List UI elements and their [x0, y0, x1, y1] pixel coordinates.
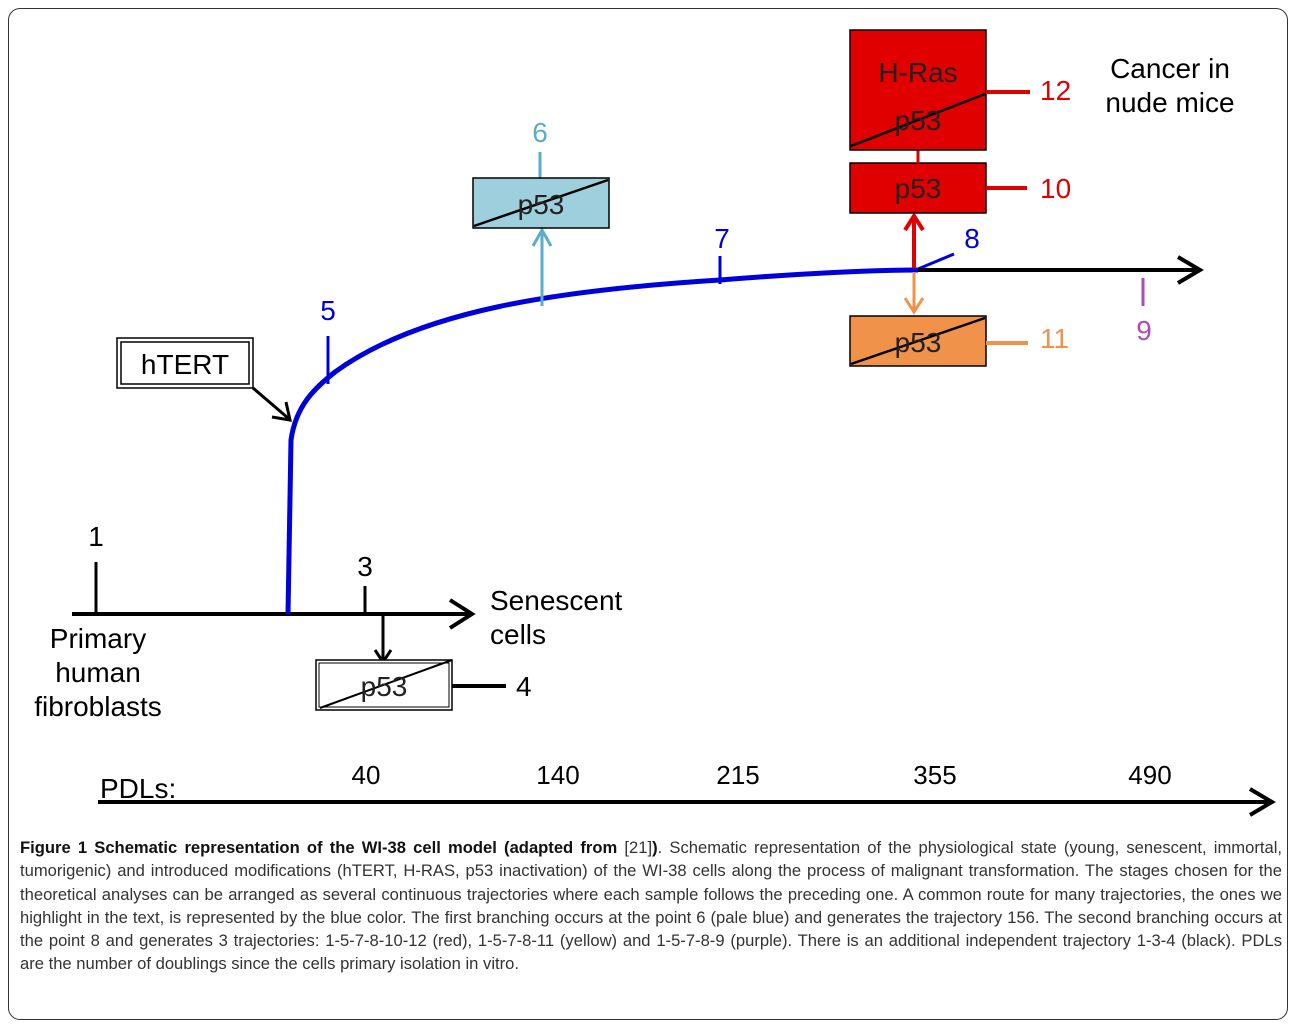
arrow-to-box-4 — [373, 614, 393, 665]
p53-strike-4 — [319, 659, 453, 709]
p53-label-10: p53 — [895, 173, 942, 204]
pdl-axis-label: PDLs: — [100, 773, 176, 804]
caption-title: Figure 1 Schematic representation of the… — [20, 838, 625, 857]
pdl-tick-355: 355 — [913, 760, 956, 790]
caption-ref[interactable]: [21] — [624, 838, 653, 857]
p53-label-6: p53 — [518, 189, 565, 220]
point-label-10: 10 — [1040, 173, 1071, 204]
p53-strike-6 — [473, 178, 609, 228]
point-label-3: 3 — [357, 551, 373, 582]
point-label-8: 8 — [964, 223, 980, 254]
cancer-label-2: nude mice — [1105, 87, 1234, 118]
pdl-tick-140: 140 — [536, 760, 579, 790]
htert-label: hTERT — [141, 349, 229, 380]
wi38-diagram: hTERT p53 H-Ras p53 p53 p53 p53 1 3 4 5 … — [34, 29, 1276, 817]
htert-box — [116, 337, 254, 389]
pdl-tick-215: 215 — [716, 760, 759, 790]
point-label-9: 9 — [1136, 315, 1152, 346]
arrow-to-9 — [918, 255, 1204, 285]
caption-title-close: ) — [652, 838, 658, 857]
figure-frame — [8, 8, 1288, 1020]
arrow-to-box-10 — [903, 212, 925, 268]
senescent-label-2: cells — [490, 619, 546, 650]
hras-strike-12 — [850, 92, 986, 148]
primary-label-1: Primary — [50, 623, 146, 654]
hras-label-bottom: p53 — [895, 105, 942, 136]
caption-body: . Schematic representation of the physio… — [20, 838, 1282, 974]
p53-label-4: p53 — [361, 671, 408, 702]
p53-label-11: p53 — [895, 327, 942, 358]
pdl-axis — [98, 787, 1276, 817]
arrow-to-box-6 — [531, 226, 553, 306]
senescent-label-1: Senescent — [490, 585, 623, 616]
point-label-5: 5 — [320, 295, 336, 326]
hras-box-12 — [849, 29, 987, 151]
arrow-to-box-11 — [903, 272, 925, 315]
pdl-tick-40: 40 — [352, 760, 381, 790]
blue-trajectory — [285, 267, 919, 615]
figure-caption: Figure 1 Schematic representation of the… — [20, 836, 1282, 976]
tick-8 — [917, 252, 955, 271]
primary-label-3: fibroblasts — [34, 691, 162, 722]
cancer-label-1: Cancer in — [1110, 53, 1230, 84]
point-label-7: 7 — [714, 223, 730, 254]
point-label-1: 1 — [88, 521, 104, 552]
hras-label-top: H-Ras — [878, 57, 957, 88]
point-label-4: 4 — [516, 671, 532, 702]
p53-box-10 — [849, 162, 987, 214]
pdl-tick-490: 490 — [1128, 760, 1171, 790]
point-label-6: 6 — [532, 117, 548, 148]
htert-arrow — [252, 386, 292, 422]
primary-label-2: human — [55, 657, 141, 688]
p53-strike-11 — [850, 316, 986, 366]
point-label-11: 11 — [1040, 323, 1069, 354]
point-label-12: 12 — [1040, 75, 1071, 106]
baseline-arrow — [72, 598, 476, 630]
